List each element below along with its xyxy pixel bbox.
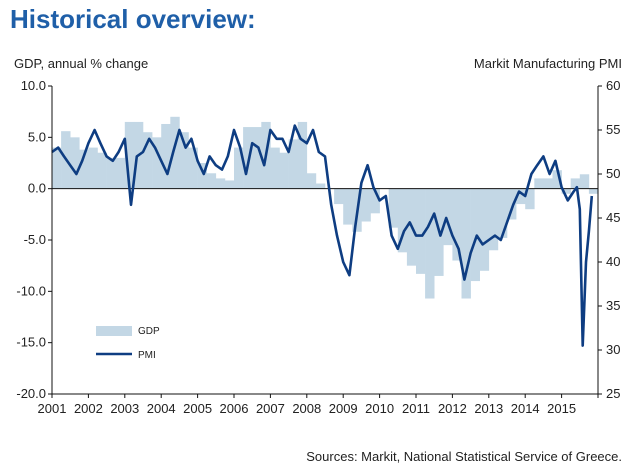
gdp-bar — [106, 157, 116, 189]
gdp-bar — [79, 149, 89, 189]
pmi-line-layer — [51, 124, 594, 347]
gdp-bar — [115, 157, 126, 189]
x-tick-label: 2011 — [402, 401, 430, 416]
x-tick-label: 2007 — [256, 401, 285, 416]
x-tick-label: 2015 — [547, 401, 576, 416]
legend-gdp-label: GDP — [138, 326, 160, 337]
gdp-bar — [143, 132, 153, 189]
gdp-bar — [252, 127, 262, 189]
gdp-bar — [170, 116, 180, 189]
gdp-bar — [279, 152, 289, 189]
gdp-bar — [497, 188, 508, 238]
gdp-bar — [243, 127, 253, 189]
gdp-area-layer — [52, 116, 599, 299]
legend-gdp-swatch — [96, 326, 132, 336]
x-tick-label: 2006 — [220, 401, 249, 416]
gdp-bar — [470, 188, 480, 282]
gdp-bar — [461, 188, 471, 299]
left-tick-label: 10.0 — [21, 78, 46, 93]
page-title: Historical overview: — [10, 4, 256, 34]
right-tick-label: 60 — [606, 78, 620, 93]
gdp-bar — [397, 188, 408, 253]
gdp-bar — [570, 178, 581, 189]
gdp-bar — [588, 188, 599, 194]
gdp-bar — [224, 180, 235, 189]
gdp-bar — [343, 188, 353, 225]
left-axis-label: GDP, annual % change — [14, 56, 149, 71]
left-tick-label: -10.0 — [16, 283, 46, 298]
source-note: Sources: Markit, National Statistical Se… — [306, 449, 622, 464]
left-tick-label: 0.0 — [28, 181, 46, 196]
legend: GDP PMI — [96, 326, 160, 361]
gdp-bar — [334, 188, 344, 205]
x-tick-label: 2004 — [147, 401, 176, 416]
x-tick-label: 2008 — [292, 401, 321, 416]
right-tick-label: 35 — [606, 298, 620, 313]
x-tick-label: 2012 — [438, 401, 467, 416]
x-tick-label: 2005 — [183, 401, 212, 416]
gdp-bar — [516, 188, 526, 205]
x-tick-label: 2013 — [474, 401, 503, 416]
gdp-bar — [152, 137, 162, 189]
x-tick-label: 2001 — [38, 401, 67, 416]
gdp-bar — [270, 147, 280, 189]
right-axis-label: Markit Manufacturing PMI — [473, 56, 622, 71]
gdp-bar — [479, 188, 490, 271]
gdp-bar — [443, 188, 453, 246]
x-tick-label: 2003 — [110, 401, 139, 416]
x-tick-label: 2014 — [511, 401, 540, 416]
right-tick-label: 25 — [606, 386, 620, 401]
left-tick-label: -15.0 — [16, 335, 46, 350]
x-tick-label: 2009 — [329, 401, 358, 416]
gdp-bar — [579, 174, 590, 189]
gdp-bar — [288, 139, 298, 189]
gdp-bar — [97, 152, 107, 189]
gdp-bar — [206, 173, 217, 189]
gdp-bar — [234, 147, 244, 189]
right-tick-label: 50 — [606, 166, 620, 181]
gdp-bar — [525, 188, 535, 210]
gdp-bar — [179, 132, 189, 189]
gdp-bar — [306, 173, 317, 189]
gdp-bar — [188, 147, 198, 189]
left-tick-label: -5.0 — [24, 232, 46, 247]
gdp-bar — [370, 188, 380, 214]
right-tick-label: 45 — [606, 210, 620, 225]
gdp-bar — [297, 121, 308, 189]
gdp-bar — [52, 147, 62, 189]
right-tick-label: 30 — [606, 342, 620, 357]
legend-pmi-label: PMI — [138, 350, 156, 361]
gdp-bar — [70, 137, 80, 189]
left-tick-label: 5.0 — [28, 129, 46, 144]
gdp-bar — [315, 183, 326, 189]
gdp-bar — [416, 188, 426, 274]
x-tick-label: 2010 — [365, 401, 394, 416]
right-tick-label: 40 — [606, 254, 620, 269]
gdp-bar — [388, 188, 399, 228]
gdp-bar — [425, 188, 435, 299]
right-tick-label: 55 — [606, 122, 620, 137]
gdp-bar — [88, 147, 98, 189]
left-tick-label: -20.0 — [16, 386, 46, 401]
gdp-bar — [552, 170, 562, 189]
gdp-bar — [488, 188, 499, 251]
x-tick-label: 2002 — [74, 401, 103, 416]
gdp-bar — [361, 188, 371, 222]
gdp-bar — [561, 188, 571, 194]
pmi-line — [51, 124, 594, 347]
gdp-bar — [197, 163, 207, 189]
gdp-bar — [534, 178, 544, 189]
gdp-bar — [507, 188, 517, 220]
gdp-bar — [124, 121, 135, 189]
gdp-bar — [452, 188, 462, 261]
axes-layer: 10.0 5.0 0.0 -5.0 -10.0 -15.0 -20.0 60 55 50 45 40 3… — [16, 78, 620, 416]
gdp-bar — [161, 123, 171, 189]
gdp-bar — [215, 178, 226, 189]
gdp-bar — [543, 178, 553, 189]
